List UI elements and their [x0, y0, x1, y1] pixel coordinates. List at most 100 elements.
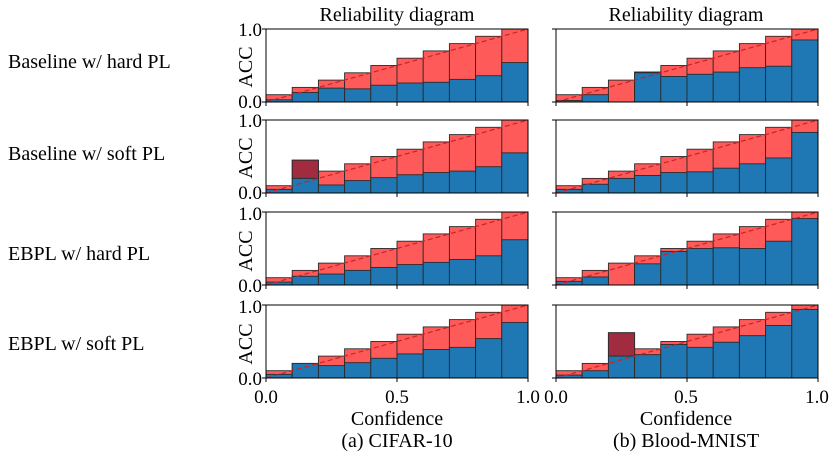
accuracy-bar: [501, 152, 529, 194]
accuracy-bar: [634, 175, 662, 194]
accuracy-bar: [344, 88, 372, 103]
accuracy-bar: [501, 239, 529, 286]
y-tick-top: 1.0: [238, 204, 262, 225]
panel-r1-c1: [552, 119, 819, 197]
caption-blood: (b) Blood-MNIST: [613, 430, 759, 452]
y-axis-labels: ACC ACC ACC ACC 1.0 0.0 1.0 0.0 1.0 0.0 …: [235, 20, 262, 390]
accuracy-bar: [765, 240, 793, 286]
accuracy-bar: [738, 67, 767, 103]
accuracy-bar: [344, 180, 372, 194]
accuracy-bar: [344, 269, 372, 286]
accuracy-bar: [712, 71, 740, 103]
panel-r0-c1: [552, 28, 819, 106]
accuracy-bar: [448, 259, 477, 286]
x-tick-0-right: 0.0: [544, 387, 568, 408]
col-title-blood: Reliability diagram: [609, 4, 764, 26]
accuracy-bar: [475, 166, 503, 194]
accuracy-bar: [791, 39, 819, 103]
accuracy-bar: [738, 163, 767, 194]
accuracy-bar: [422, 349, 450, 379]
calibration-diagonal: [555, 304, 819, 379]
accuracy-bar: [501, 322, 529, 379]
accuracy-bar: [634, 354, 662, 379]
y-axis-label: ACC: [235, 323, 257, 364]
y-tick-top: 1.0: [238, 111, 262, 132]
panel-r2-c1: [552, 211, 819, 289]
x-axis-label-right: Confidence: [640, 408, 732, 430]
overshoot-bar: [607, 332, 636, 357]
accuracy-bar: [317, 273, 346, 286]
accuracy-bar: [686, 171, 714, 194]
accuracy-bar: [317, 87, 346, 103]
accuracy-bar: [581, 183, 609, 194]
calibration-diagonal: [265, 28, 529, 103]
overshoot-bar: [634, 71, 662, 74]
calibration-diagonal: [555, 28, 819, 103]
accuracy-bar: [422, 261, 450, 286]
row-label-ebpl-hard: EBPL w/ hard PL: [8, 243, 150, 265]
accuracy-bar: [501, 62, 529, 103]
panel-r2-c0: [262, 211, 529, 289]
accuracy-bar: [291, 362, 319, 379]
accuracy-bar: [448, 170, 477, 194]
accuracy-bar: [712, 341, 740, 379]
caption-cifar: (a) CIFAR-10: [341, 430, 452, 452]
accuracy-bar: [738, 335, 767, 379]
accuracy-bar: [370, 267, 398, 286]
calibration-diagonal: [555, 119, 819, 194]
calibration-diagonal: [555, 211, 819, 286]
accuracy-bar: [396, 353, 424, 379]
y-tick-bottom: 0.0: [238, 183, 262, 204]
y-axis-label: ACC: [235, 46, 257, 87]
col-title-cifar: Reliability diagram: [320, 4, 475, 26]
y-tick-bottom: 0.0: [238, 369, 262, 390]
accuracy-bar: [422, 172, 450, 194]
accuracy-bar: [475, 75, 503, 103]
x-tick-1-right: 1.0: [805, 387, 829, 408]
accuracy-bar: [634, 71, 662, 103]
accuracy-bar: [686, 248, 714, 286]
accuracy-bar: [686, 73, 714, 103]
accuracy-bar: [686, 346, 714, 379]
row-label-ebpl-soft: EBPL w/ soft PL: [8, 333, 145, 355]
accuracy-bar: [396, 174, 424, 194]
accuracy-bar: [370, 357, 398, 379]
panel-r1-c0: [262, 119, 529, 197]
x-axis-label-left: Confidence: [351, 408, 443, 430]
accuracy-bar: [791, 218, 819, 286]
accuracy-bar: [712, 167, 740, 194]
accuracy-bar: [291, 92, 319, 103]
accuracy-bar: [475, 255, 503, 286]
accuracy-bar: [448, 346, 477, 379]
accuracy-bar: [607, 177, 636, 194]
y-tick-top: 1.0: [238, 20, 262, 41]
accuracy-bar: [448, 78, 477, 103]
accuracy-bar: [396, 82, 424, 103]
calibration-diagonal: [265, 211, 529, 286]
accuracy-bar: [660, 75, 688, 103]
overshoot-bar: [291, 159, 319, 179]
accuracy-bar: [475, 338, 503, 379]
accuracy-bar: [712, 247, 740, 286]
calibration-diagonal: [265, 304, 529, 379]
accuracy-bar: [291, 275, 319, 286]
accuracy-bar: [660, 172, 688, 194]
accuracy-bar: [765, 324, 793, 379]
accuracy-bar: [581, 94, 609, 103]
accuracy-bar: [765, 157, 793, 194]
accuracy-bar: [791, 308, 819, 379]
accuracy-bar: [344, 362, 372, 379]
accuracy-bar: [317, 184, 346, 194]
panels: [262, 28, 819, 382]
calibration-diagonal: [265, 119, 529, 194]
panel-r0-c0: [262, 28, 529, 106]
x-tick-1-left: 1.0: [516, 387, 540, 408]
row-label-baseline-soft: Baseline w/ soft PL: [8, 143, 165, 165]
row-label-baseline-hard: Baseline w/ hard PL: [8, 51, 171, 73]
accuracy-bar: [634, 263, 662, 286]
y-axis-label: ACC: [235, 137, 257, 178]
panel-r3-c1: [552, 304, 819, 382]
x-tick-05-left: 0.5: [385, 387, 409, 408]
panel-r3-c0: [262, 304, 529, 382]
y-tick-top: 1.0: [238, 297, 262, 318]
